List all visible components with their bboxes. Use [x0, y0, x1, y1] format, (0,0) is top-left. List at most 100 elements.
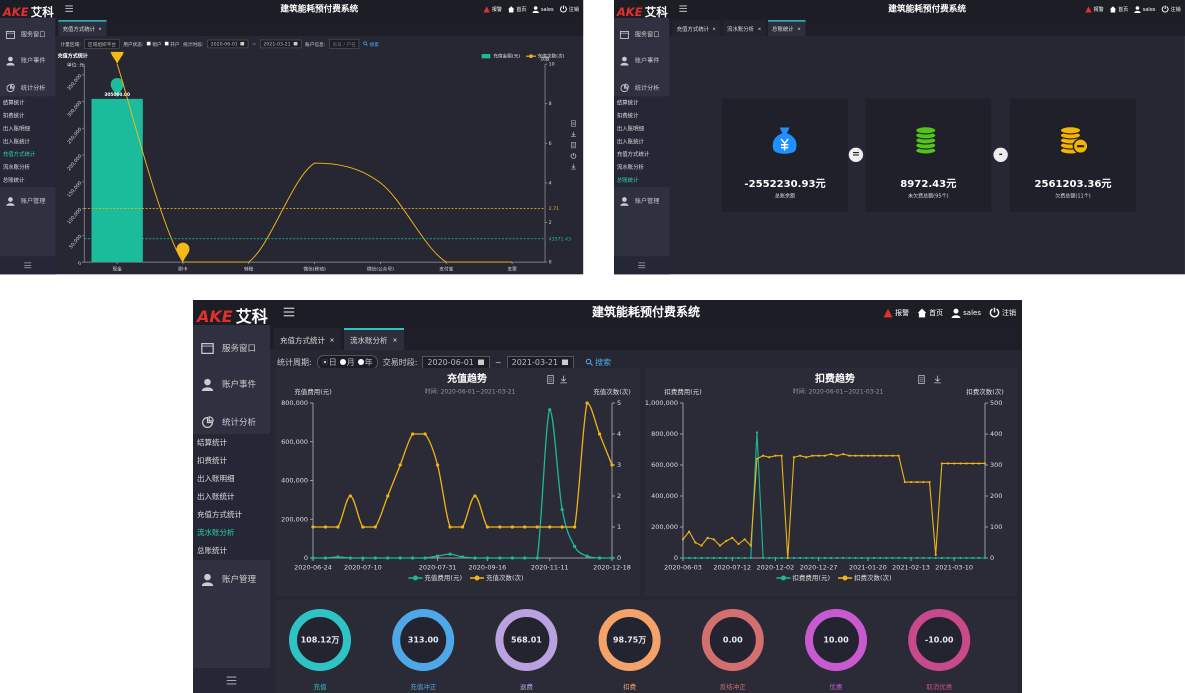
- point: [934, 553, 937, 556]
- tab[interactable]: 充值方式统计: [58, 20, 107, 36]
- icon[interactable]: [570, 153, 577, 159]
- header-link[interactable]: 首页: [508, 5, 527, 13]
- checkbox[interactable]: 开户: [165, 40, 180, 47]
- user-head: [533, 5, 538, 10]
- icon[interactable]: [283, 306, 295, 318]
- header-link[interactable]: sales: [1134, 5, 1155, 13]
- submenu-item[interactable]: 扣费统计: [2, 112, 25, 119]
- submenu-item[interactable]: 结算统计: [2, 99, 25, 106]
- radio[interactable]: 年: [357, 357, 373, 368]
- icon[interactable]: [571, 120, 576, 127]
- header-link[interactable]: 注销: [989, 307, 1016, 318]
- menu-item[interactable]: 账户事件: [614, 54, 669, 67]
- submenu-item[interactable]: 出入账明细: [616, 125, 644, 132]
- icon[interactable]: [65, 4, 74, 13]
- submenu-item[interactable]: 总账统计: [616, 177, 639, 184]
- header-link[interactable]: 注销: [559, 5, 579, 13]
- menu-item[interactable]: 账户管理: [0, 194, 55, 207]
- submenu-item[interactable]: 流水账分析: [2, 164, 30, 171]
- submenu-item[interactable]: 充值方式统计: [616, 151, 650, 158]
- menu-item[interactable]: 统计分析: [614, 81, 669, 94]
- submenu-item[interactable]: 总账统计: [197, 546, 227, 555]
- header-link[interactable]: 报警: [1085, 5, 1104, 13]
- point: [768, 456, 771, 459]
- point: [448, 552, 452, 556]
- tab[interactable]: 充值方式统计: [672, 20, 721, 36]
- tab[interactable]: 充值方式统计: [274, 328, 341, 350]
- area-select[interactable]: 区域组织平台: [84, 38, 120, 49]
- menu-item[interactable]: 账户事件: [193, 375, 270, 393]
- submenu-item[interactable]: 扣费统计: [197, 456, 227, 465]
- menu-item[interactable]: 账户管理: [614, 194, 669, 207]
- submenu-item[interactable]: 出入账统计: [197, 492, 235, 501]
- icon: [330, 338, 334, 342]
- submenu-item[interactable]: 出入账明细: [2, 125, 30, 132]
- point: [725, 539, 728, 543]
- search-button[interactable]: 搜索: [585, 357, 611, 368]
- header-link[interactable]: sales: [951, 308, 981, 318]
- icon: [363, 41, 368, 46]
- date-input[interactable]: 2020-06-01: [207, 39, 249, 48]
- search-button[interactable]: 搜索: [363, 40, 379, 47]
- menu-item[interactable]: 服务窗口: [614, 28, 669, 41]
- menu-item[interactable]: 账户管理: [193, 570, 270, 588]
- header-link-text: 首页: [516, 6, 527, 12]
- account-input[interactable]: 房号 / 户名: [328, 38, 360, 49]
- submenu-item[interactable]: 出入账统计: [2, 138, 30, 145]
- menu-item[interactable]: 服务窗口: [193, 339, 270, 357]
- tab[interactable]: 总账统计: [767, 20, 806, 36]
- header-link[interactable]: 报警: [883, 308, 909, 318]
- sidebar-toggle[interactable]: [614, 256, 670, 275]
- menu-item[interactable]: 统计分析: [193, 413, 270, 431]
- submenu-item[interactable]: 扣费统计: [616, 112, 639, 119]
- date-input[interactable]: 2021-03-21: [259, 39, 302, 48]
- menu-item[interactable]: 服务窗口: [0, 28, 55, 41]
- legend-label: 充值金额(元): [493, 53, 520, 60]
- point: [891, 556, 894, 560]
- submenu-item[interactable]: 结算统计: [616, 99, 639, 106]
- checkbox[interactable]: 销户: [147, 40, 162, 47]
- header-link-text: 首页: [1118, 6, 1129, 12]
- icon[interactable]: [547, 375, 554, 384]
- point: [792, 456, 796, 459]
- submenu-item[interactable]: 充值方式统计: [197, 510, 242, 519]
- header-link[interactable]: 首页: [917, 308, 943, 318]
- header-link[interactable]: 注销: [1161, 5, 1181, 13]
- submenu-item[interactable]: 流水账分析: [197, 528, 235, 537]
- icon[interactable]: [571, 163, 576, 170]
- submenu-item[interactable]: 总账统计: [2, 177, 25, 184]
- tab[interactable]: 流水账分析: [344, 328, 404, 350]
- point: [755, 457, 759, 460]
- point: [768, 556, 771, 560]
- icon[interactable]: [934, 375, 941, 384]
- icon[interactable]: [918, 375, 925, 384]
- close-x: [757, 27, 761, 31]
- header-link[interactable]: sales: [532, 5, 554, 13]
- icon[interactable]: [571, 131, 576, 138]
- sidebar-toggle[interactable]: [193, 668, 270, 693]
- submenu-item[interactable]: 出入账统计: [616, 138, 644, 145]
- radio[interactable]: 月: [339, 357, 355, 368]
- menu-item[interactable]: 统计分析: [0, 81, 55, 94]
- icon[interactable]: [560, 375, 567, 384]
- icon[interactable]: [679, 4, 688, 13]
- header-link[interactable]: 首页: [1109, 5, 1129, 13]
- date-text: 2021-03-21: [511, 357, 559, 367]
- submenu-item[interactable]: 流水账分析: [616, 164, 644, 171]
- point: [573, 544, 577, 548]
- icon[interactable]: [571, 141, 576, 149]
- tab[interactable]: 流水账分析: [722, 20, 766, 36]
- header-link[interactable]: 报警: [483, 5, 502, 13]
- date-input[interactable]: 2021-03-21: [506, 355, 575, 369]
- card-label: 总账余额: [774, 192, 796, 199]
- yuan-mark: [780, 138, 789, 151]
- sidebar-toggle[interactable]: [0, 256, 56, 275]
- submenu-item[interactable]: 出入账明细: [197, 474, 235, 483]
- submenu-item[interactable]: 充值方式统计: [2, 151, 36, 158]
- date-input[interactable]: 2020-06-01: [422, 355, 490, 369]
- radio[interactable]: 日: [321, 357, 337, 368]
- icon: [201, 573, 214, 586]
- point: [749, 544, 752, 547]
- submenu-item[interactable]: 结算统计: [197, 438, 227, 447]
- menu-item[interactable]: 账户事件: [0, 54, 55, 67]
